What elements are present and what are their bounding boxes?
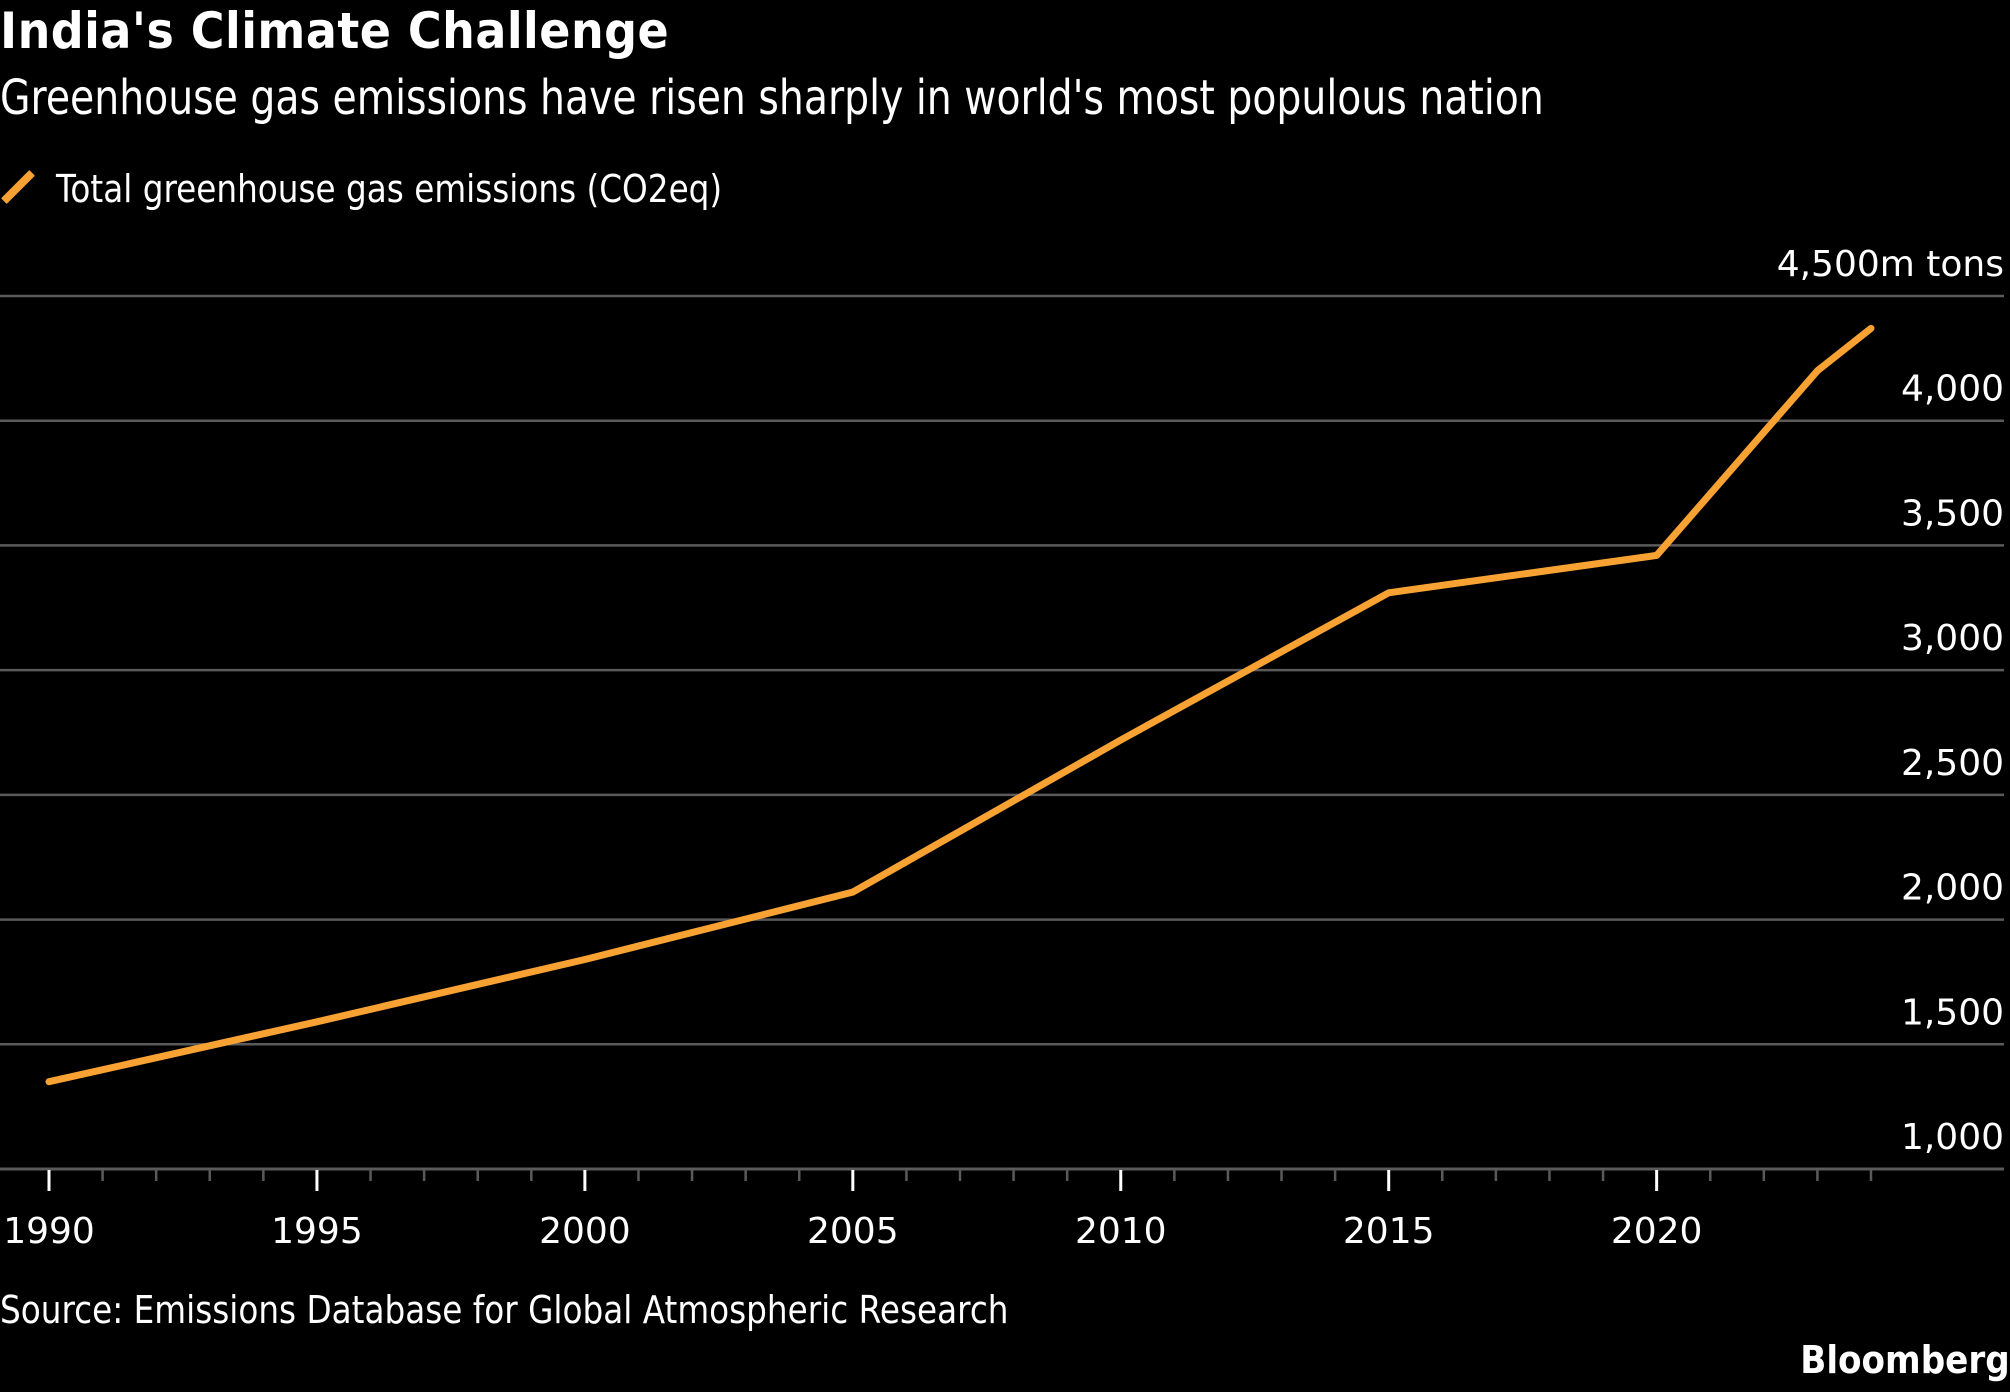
chart-subtitle: Greenhouse gas emissions have risen shar… [0, 70, 1544, 126]
y-tick-label: 1,500 [1901, 992, 2004, 1033]
gridlines [0, 294, 2004, 1171]
legend: Total greenhouse gas emissions (CO2eq) [0, 164, 831, 214]
legend-label: Total greenhouse gas emissions (CO2eq) [56, 167, 723, 211]
y-tick-label: 1,000 [1901, 1117, 2004, 1158]
x-tick-label: 2020 [1611, 1211, 1703, 1252]
y-tick-label: 4,500m tons [1777, 244, 2004, 285]
x-tick-label: 2000 [539, 1211, 631, 1252]
x-tick-label: 2010 [1075, 1211, 1167, 1252]
series-line [45, 324, 1875, 1086]
y-tick-label: 3,500 [1901, 493, 2004, 534]
x-tick-label: 1995 [271, 1211, 363, 1252]
y-tick-label: 3,000 [1901, 618, 2004, 659]
x-tick-label: 2015 [1343, 1211, 1435, 1252]
y-tick-label: 4,000 [1901, 369, 2004, 410]
chart-title: India's Climate Challenge [0, 2, 670, 60]
x-tick-label: 2005 [807, 1211, 899, 1252]
x-tick-label: 1990 [3, 1211, 95, 1252]
source-note: Source: Emissions Database for Global At… [0, 1288, 1009, 1332]
y-tick-label: 2,500 [1901, 743, 2004, 784]
series-layer [45, 324, 1875, 1086]
y-tick-label: 2,000 [1901, 868, 2004, 909]
x-axis: 1990 1995 2000 2005 2010 2015 2020 [3, 1170, 1873, 1252]
bloomberg-logo: Bloomberg [1800, 1338, 2010, 1382]
y-axis-labels: 1,000 1,500 2,000 2,500 3,000 3,500 4,000 4,500… [1777, 244, 2004, 1158]
